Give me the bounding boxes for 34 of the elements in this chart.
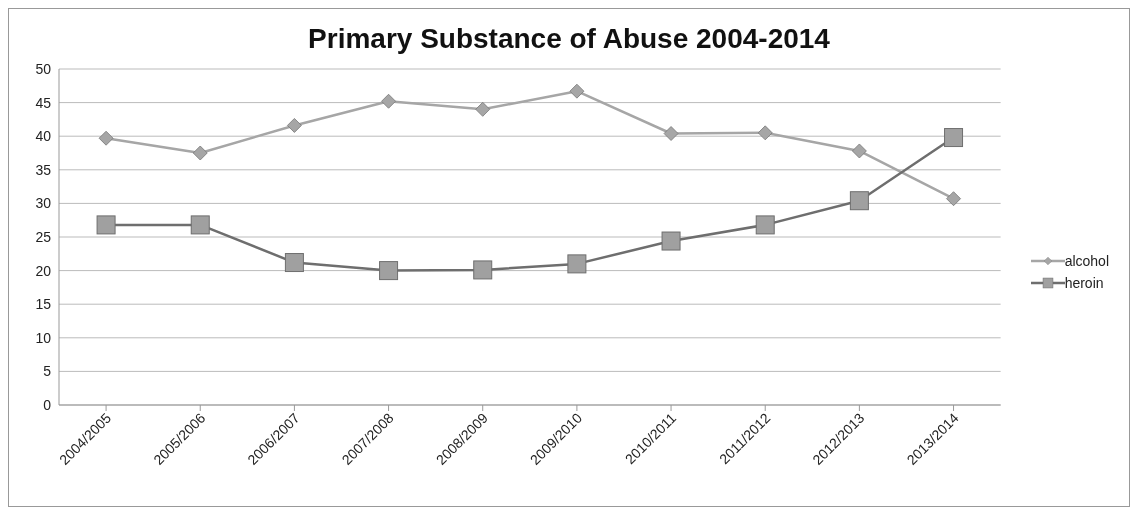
- y-tick-label: 5: [43, 363, 52, 380]
- legend-label: alcohol: [1064, 253, 1109, 269]
- point: [96, 215, 116, 235]
- point: [757, 125, 773, 141]
- y-tick-label: 15: [35, 296, 52, 313]
- point: [946, 191, 961, 207]
- point: [755, 215, 775, 235]
- point: [381, 93, 396, 109]
- point: [190, 215, 210, 235]
- y-tick-label: 25: [35, 228, 52, 245]
- y-tick-label: 35: [35, 161, 52, 178]
- point: [663, 126, 679, 141]
- point: [849, 191, 869, 211]
- point: [192, 145, 208, 161]
- point: [379, 261, 399, 281]
- point: [944, 128, 964, 148]
- point: [98, 130, 114, 146]
- point: [569, 83, 585, 99]
- point: [851, 143, 867, 159]
- point: [567, 254, 587, 274]
- y-tick-label: 30: [35, 195, 52, 212]
- point: [661, 231, 681, 251]
- y-tick-label: 45: [35, 94, 52, 111]
- chart-title: Primary Substance of Abuse 2004-2014: [307, 23, 831, 55]
- y-tick-label: 0: [43, 396, 52, 413]
- y-tick-label: 40: [35, 128, 52, 145]
- point: [284, 253, 304, 273]
- point: [475, 101, 491, 117]
- point: [287, 118, 302, 133]
- y-tick-label: 10: [35, 329, 52, 346]
- point: [473, 260, 493, 280]
- y-tick-label: 20: [35, 262, 52, 279]
- y-tick-label: 50: [35, 60, 52, 77]
- legend-label: heroin: [1064, 275, 1104, 291]
